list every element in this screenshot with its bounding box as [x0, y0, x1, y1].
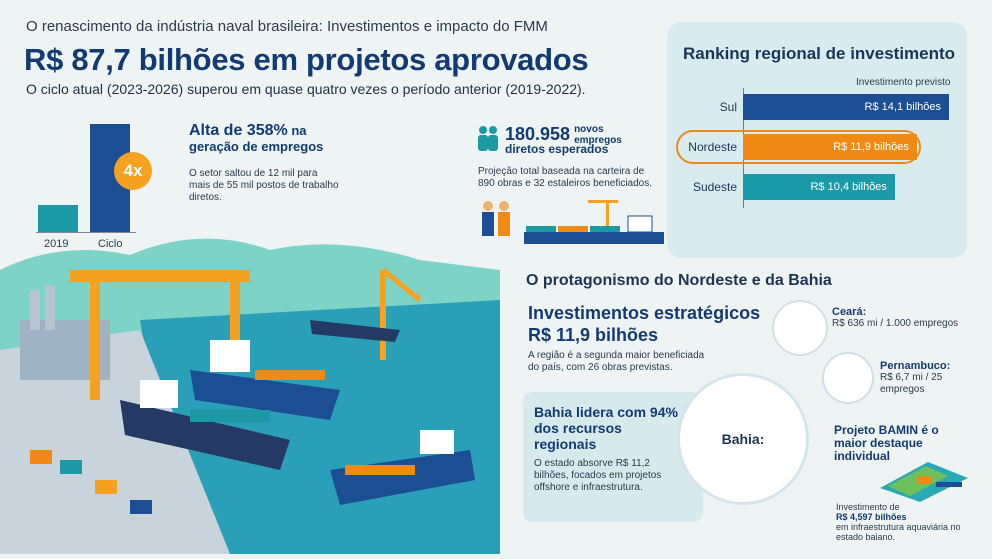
bahia-box	[523, 392, 703, 522]
employment-description: O setor saltou de 12 mil para mais de 55…	[189, 168, 339, 203]
ceara-title: Ceará:	[832, 306, 867, 318]
workers-ship-illustration	[478, 196, 668, 255]
pernambuco-description: R$ 6,7 mi / 25 empregos	[880, 372, 943, 395]
ranking-label-sul: Sul	[719, 100, 737, 114]
ranking-bar-nordeste: R$ 11,9 bilhões	[743, 134, 917, 160]
jobs-description: Projeção total baseada na carteira de 89…	[478, 166, 653, 189]
employment-title-suffix: na	[287, 123, 307, 138]
jobs-number: 180.958	[505, 124, 571, 144]
ceara-info: Ceará: R$ 636 mi / 1.000 empregos	[832, 306, 958, 330]
ranking-value-label-sul: R$ 14,1 bilhões	[864, 101, 941, 113]
bamin-desc-prefix: Investimento de	[836, 502, 900, 512]
bamin-amount: R$ 4,597 bilhões	[836, 512, 907, 522]
bahia-circle: Bahia:	[677, 373, 809, 505]
bamin-title: Projeto BAMIN é o maior destaque individ…	[834, 423, 939, 463]
growth-tick-2019: 2019	[44, 238, 69, 250]
employment-title-main: Alta de 358%	[189, 122, 288, 139]
ranking-subtitle: Investimento previsto	[856, 77, 951, 88]
ceara-circle	[772, 300, 828, 356]
page-title: R$ 87,7 bilhões em projetos aprovados	[24, 42, 589, 77]
people-icon	[476, 124, 500, 161]
ranking-highlight-nordeste	[676, 130, 921, 164]
employment-title-line2: geração de empregos	[189, 139, 324, 154]
growth-multiplier-text: 4x	[123, 161, 143, 180]
growth-tick-ciclo: Ciclo	[98, 238, 123, 250]
kicker-text: O renascimento da indústria naval brasil…	[26, 18, 548, 35]
growth-chart: 4x 2019 Ciclo	[36, 120, 152, 260]
employment-block: Alta de 358% na geração de empregos O se…	[189, 122, 379, 204]
jobs-line2: diretos esperados	[505, 142, 609, 156]
ranking-bar-sudeste: R$ 10,4 bilhões	[743, 174, 895, 200]
pernambuco-title: Pernambuco:	[880, 360, 951, 372]
bamin-port-illustration	[878, 458, 970, 509]
pernambuco-info: Pernambuco: R$ 6,7 mi / 25 empregos	[880, 360, 960, 396]
northeast-invest-title: Investimentos estratégicos R$ 11,9 bilhõ…	[528, 302, 760, 346]
shipyard-illustration	[0, 230, 500, 555]
pernambuco-circle	[822, 352, 874, 404]
bahia-title: Bahia lidera com 94% dos recursos region…	[534, 404, 678, 452]
bahia-circle-label: Bahia:	[721, 431, 765, 447]
northeast-invest-description: A região é a segunda maior beneficiada d…	[528, 350, 705, 373]
growth-multiplier-badge: 4x	[114, 152, 152, 190]
ranking-bar-sul: R$ 14,1 bilhões	[743, 94, 949, 120]
bamin-desc-suffix: em infraestrutura aquaviária no estado b…	[836, 522, 961, 542]
jobs-number-suffix: novos empregos	[574, 124, 622, 146]
northeast-section-title: O protagonismo do Nordeste e da Bahia	[526, 272, 832, 289]
growth-bar-2019	[38, 205, 78, 232]
ranking-value-label-sudeste: R$ 10,4 bilhões	[810, 181, 887, 193]
growth-baseline	[36, 232, 136, 233]
ranking-chart: Sul R$ 14,1 bilhões Nordeste R$ 11,9 bilhõe…	[676, 92, 960, 208]
jobs-block: 180.958 novos empregos diretos esperados	[505, 124, 675, 156]
bahia-description: O estado absorve R$ 11,2 bilhões, focado…	[534, 458, 662, 493]
ranking-value-label-nordeste: R$ 11,9 bilhões	[833, 141, 909, 153]
ranking-label-nordeste: Nordeste	[688, 140, 737, 154]
ranking-label-sudeste: Sudeste	[692, 180, 737, 194]
northeast-invest-line2: R$ 11,9 bilhões	[528, 325, 659, 345]
bamin-description: Investimento de R$ 4,597 bilhões em infr…	[836, 502, 976, 542]
ranking-title: Ranking regional de investimento	[683, 44, 956, 63]
northeast-invest-line1: Investimentos estratégicos	[528, 303, 761, 323]
page-subtitle: O ciclo atual (2023-2026) superou em qua…	[26, 81, 586, 97]
ceara-description: R$ 636 mi / 1.000 empregos	[832, 318, 959, 329]
